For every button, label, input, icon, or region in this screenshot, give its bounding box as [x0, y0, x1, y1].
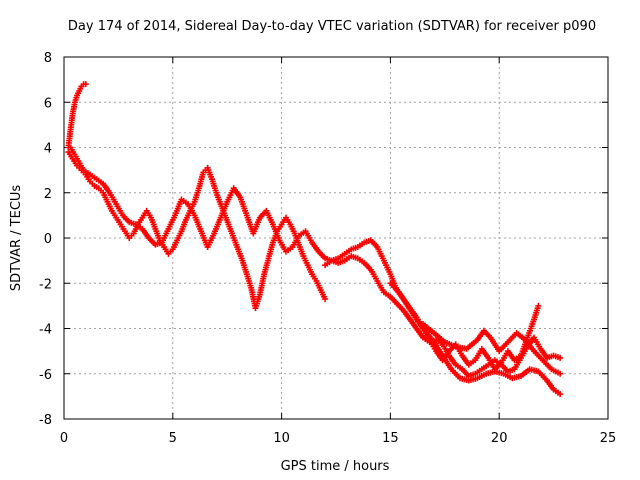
data-point [557, 354, 564, 361]
x-tick-label: 10 [273, 431, 290, 446]
x-tick-label: 0 [60, 431, 68, 446]
y-axis-label: SDTVAR / TECUs [9, 185, 24, 292]
series-track-f [420, 320, 564, 377]
y-tick-labels: -8 -6 -4 -2 0 2 4 6 8 [39, 51, 608, 428]
grid-lines [64, 57, 608, 419]
data-point [535, 302, 542, 309]
series-track-e [387, 280, 564, 398]
data-point [557, 391, 564, 398]
series-track-a [65, 81, 89, 151]
x-tick-label: 25 [600, 431, 617, 446]
series-track-d [322, 253, 564, 380]
y-tick-label: 6 [44, 96, 52, 111]
y-tick-label: 4 [44, 142, 52, 157]
data-point [322, 296, 329, 303]
y-tick-label: 0 [44, 232, 52, 247]
x-tick-labels: 0 5 10 15 20 25 [60, 57, 616, 446]
chart-title: Day 174 of 2014, Sidereal Day-to-day VTE… [68, 19, 596, 34]
x-axis-label: GPS time / hours [281, 459, 390, 474]
y-tick-label: 8 [44, 51, 52, 66]
y-tick-label: -6 [39, 368, 52, 383]
y-tick-label: 2 [44, 187, 52, 202]
x-tick-label: 5 [169, 431, 177, 446]
data-point [82, 81, 89, 88]
y-tick-label: -2 [39, 277, 52, 292]
series-track-b [65, 149, 329, 312]
data-series [65, 81, 564, 398]
y-tick-label: -4 [39, 323, 52, 338]
data-point [557, 370, 564, 377]
x-tick-label: 15 [382, 431, 399, 446]
x-tick-label: 20 [491, 431, 508, 446]
y-tick-label: -8 [39, 413, 52, 428]
